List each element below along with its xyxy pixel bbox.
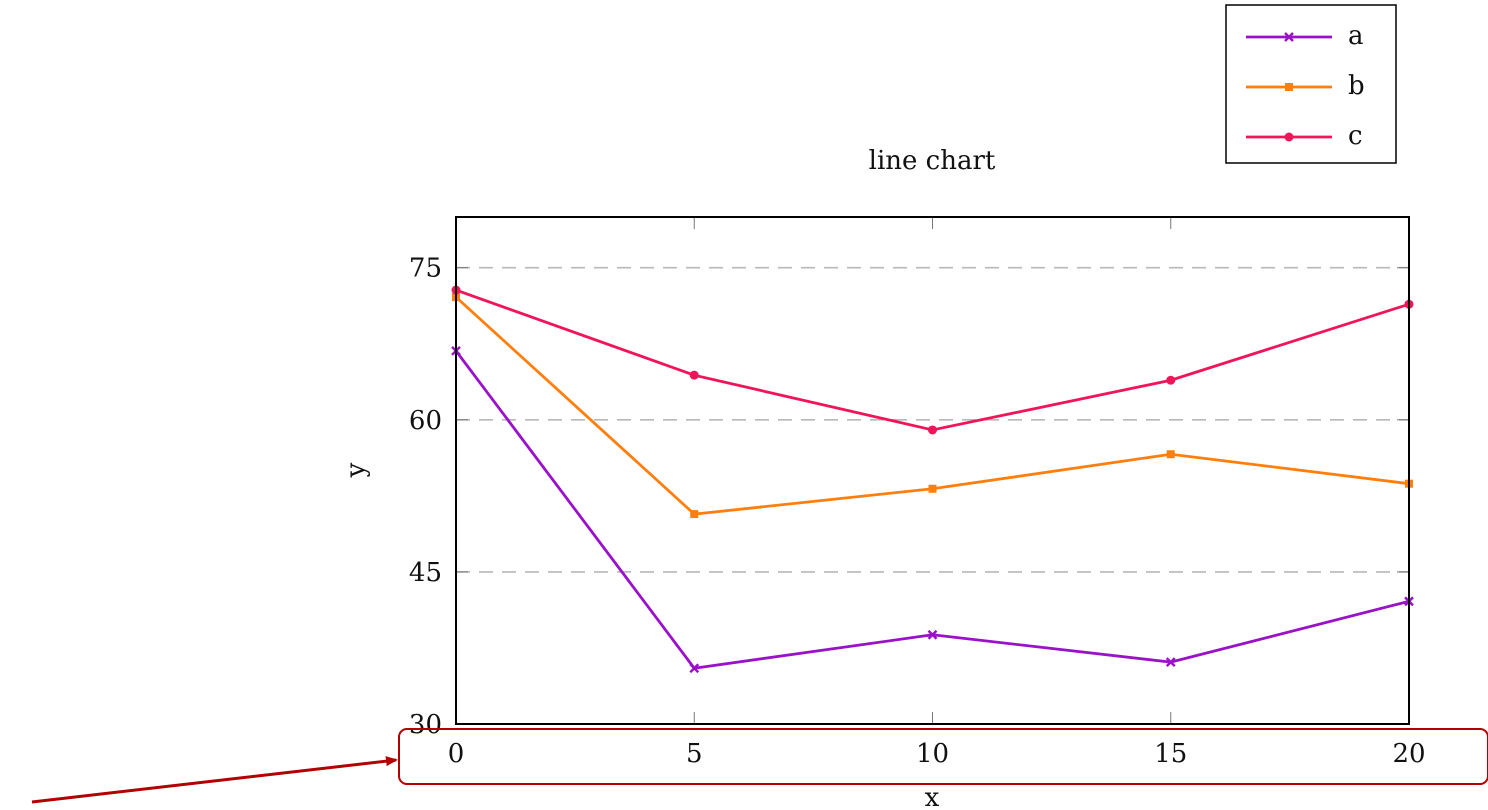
y-tick-label: 30	[409, 710, 442, 740]
data-point-b	[690, 510, 699, 519]
y-tick-label: 60	[409, 406, 442, 436]
chart-title: line chart	[869, 146, 996, 176]
series-line-c	[455, 288, 1410, 432]
data-point-c	[928, 425, 937, 435]
legend: abc	[1225, 4, 1397, 164]
x-tick-label: 10	[916, 739, 949, 769]
data-point-c	[1166, 375, 1176, 385]
x-tick-label: 20	[1392, 739, 1425, 769]
data-point-a	[1165, 657, 1176, 668]
series-lines	[451, 285, 1414, 674]
legend-box	[1225, 4, 1397, 164]
series-line-b	[455, 296, 1410, 516]
x-axis-label: x	[925, 783, 940, 810]
legend-label-b: b	[1348, 71, 1365, 101]
axis-ticks	[455, 217, 1410, 725]
tick-labels: 30 45 60 75 0 5 10 15 20	[409, 254, 1426, 769]
annotation-arrow	[31, 756, 398, 804]
annotation	[31, 728, 1488, 804]
data-point-c	[689, 370, 699, 380]
legend-items: abc	[1246, 21, 1365, 151]
legend-label-c: c	[1348, 121, 1363, 151]
plot-frame	[455, 216, 1410, 725]
x-tick-label: 15	[1154, 739, 1187, 769]
legend-label-a: a	[1348, 21, 1364, 51]
x-tick-label: 5	[686, 739, 703, 769]
x-tick-label: 0	[448, 739, 465, 769]
grid-lines	[456, 266, 1409, 573]
legend-marker-a	[1284, 32, 1294, 42]
data-point-a	[927, 629, 938, 640]
y-axis-label: y	[341, 462, 371, 478]
y-tick-label: 75	[409, 254, 442, 284]
data-point-b	[1166, 450, 1175, 459]
y-tick-label: 45	[409, 558, 442, 588]
data-point-a	[689, 663, 700, 674]
data-point-b	[928, 484, 937, 493]
legend-marker-b	[1285, 83, 1293, 91]
series-line-a	[454, 350, 1410, 670]
x-axis-highlight-box	[398, 728, 1488, 785]
legend-marker-c	[1284, 132, 1294, 142]
